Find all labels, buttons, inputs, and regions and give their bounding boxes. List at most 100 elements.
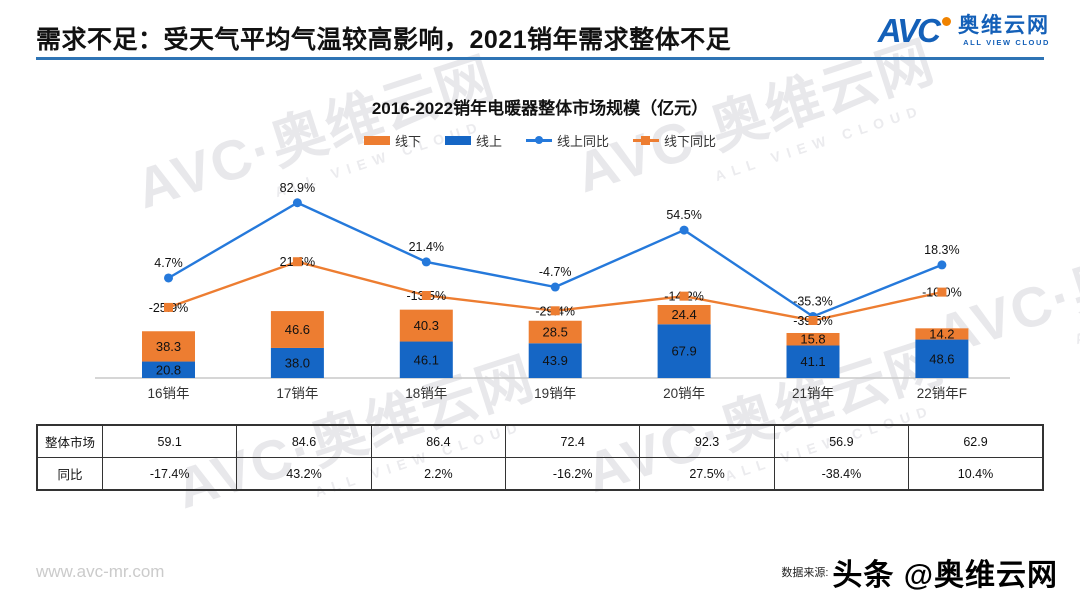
- table-cell: -16.2%: [505, 457, 641, 491]
- legend-label: 线上同比: [557, 134, 610, 149]
- bar-segment-online: [142, 361, 195, 378]
- bar-value-offline: 28.5: [543, 325, 568, 340]
- bar-segment-offline: [657, 304, 711, 325]
- legend-swatch: [633, 136, 660, 146]
- square-marker-icon: [808, 315, 818, 325]
- bar-segment-offline: [528, 320, 582, 344]
- table-cell: -17.4%: [101, 457, 238, 491]
- table-cell: 86.4: [370, 424, 507, 458]
- bar-segment-online: [399, 341, 453, 378]
- square-marker-icon: [421, 290, 431, 300]
- bar-segment-online: [270, 347, 324, 378]
- square-marker-icon: [550, 306, 560, 316]
- yoy-value-label: -4.7%: [539, 265, 572, 279]
- category-label: 20销年: [663, 386, 705, 401]
- bar-value-offline: 15.8: [800, 332, 825, 347]
- yoy-value-label: 21.4%: [409, 240, 444, 254]
- circle-marker-icon: [937, 260, 947, 270]
- table-row-label: 整体市场: [36, 424, 103, 458]
- legend-swatch: [444, 136, 471, 145]
- category-label: 16销年: [147, 386, 189, 401]
- bar-segment-offline: [142, 331, 195, 362]
- yoy-value-label: 82.9%: [280, 181, 315, 195]
- table-cell: 43.2%: [236, 457, 372, 491]
- table-cell: 27.5%: [639, 457, 775, 491]
- table-cell: 10.4%: [908, 457, 1044, 491]
- bar-value-offline: 24.4: [671, 307, 696, 322]
- chart-title: 2016-2022销年电暖器整体市场规模（亿元）: [371, 99, 709, 118]
- square-marker-icon: [641, 136, 651, 146]
- table-row: 同比 -17.4% 43.2% 2.2% -16.2% 27.5% -38.4% 10.4%: [36, 457, 1044, 491]
- legend-swatch: [526, 136, 552, 145]
- logo-dot-icon: [942, 17, 951, 26]
- data-source-label: 数据来源:: [781, 567, 829, 579]
- data-source: 数据来源: 头条 @奥维云网: [781, 550, 1058, 594]
- bar-value-online: 41.1: [800, 354, 825, 369]
- square-marker-icon: [937, 287, 947, 297]
- square-marker-icon: [679, 291, 689, 301]
- circle-marker-icon: [164, 273, 173, 283]
- title-underline: [36, 57, 1044, 60]
- bar-segment-online: [786, 345, 840, 378]
- legend-label: 线下同比: [664, 134, 717, 149]
- bar-value-online: 43.9: [543, 353, 568, 368]
- circle-marker-icon: [679, 225, 689, 235]
- table-cell: 62.9: [908, 424, 1044, 458]
- table-cell: 92.3: [639, 424, 775, 458]
- category-label: 22销年F: [917, 386, 967, 401]
- table-cell: 59.1: [101, 424, 238, 458]
- bar-value-offline: 40.3: [414, 318, 439, 333]
- bar-value-offline: 38.3: [156, 339, 181, 354]
- logo-company-name: 奥维云网: [958, 14, 1050, 38]
- legend-item: 线上同比: [526, 131, 609, 150]
- legend-swatch: [363, 136, 390, 145]
- bar-value-online: 38.0: [285, 355, 310, 370]
- yoy-value-label: -35.3%: [793, 294, 833, 308]
- avc-logo: AVC 奥维云网 ALL VIEW CLOUD: [878, 14, 1050, 47]
- table-cell: -38.4%: [773, 457, 910, 491]
- page-title: 需求不足：受天气平均气温较高影响，2021销年需求整体不足: [36, 26, 732, 54]
- bar-segment-online: [915, 339, 969, 378]
- category-label: 17销年: [276, 386, 318, 401]
- legend-label: 线下: [394, 134, 421, 149]
- legend-label: 线上: [475, 134, 502, 149]
- circle-marker-icon: [421, 257, 431, 267]
- bar-value-online: 20.8: [156, 362, 181, 377]
- yoy-value-label: 54.5%: [666, 208, 701, 222]
- combo-chart: 20.8 38.3 16销年 38.0 46.6 17销年 46.1 40.3 18销年 43.9…: [95, 181, 1010, 401]
- avc-wordmark: AVC: [877, 12, 941, 49]
- category-label: 21销年: [792, 386, 834, 401]
- logo-tagline: ALL VIEW CLOUD: [963, 37, 1050, 47]
- square-marker-icon: [164, 302, 173, 312]
- bar-segment-offline: [915, 328, 969, 340]
- table-cell: 56.9: [773, 424, 910, 458]
- yoy-value-label: 4.7%: [154, 256, 183, 270]
- bar-segment-offline: [786, 332, 840, 346]
- category-label: 19销年: [534, 386, 576, 401]
- category-label: 18销年: [405, 386, 447, 401]
- circle-marker-icon: [535, 136, 543, 145]
- bar-segment-offline: [399, 309, 453, 342]
- bar-value-online: 46.1: [414, 352, 439, 367]
- legend-item: 线下同比: [633, 131, 716, 150]
- legend-item: 线下: [363, 131, 421, 150]
- summary-table: 整体市场 59.1 84.6 86.4 72.4 92.3 56.9 62.9 同比 -17.4%…: [36, 424, 1044, 491]
- table-cell: 72.4: [505, 424, 641, 458]
- square-marker-icon: [292, 257, 302, 267]
- table-cell: 84.6: [236, 424, 372, 458]
- bar-value-online: 67.9: [671, 344, 696, 359]
- circle-marker-icon: [550, 282, 560, 292]
- table-row-label: 同比: [36, 457, 103, 491]
- circle-marker-icon: [292, 198, 302, 208]
- bar-value-online: 48.6: [929, 351, 954, 366]
- website-url: www.avc-mr.com: [36, 562, 165, 581]
- bar-value-offline: 14.2: [929, 326, 954, 341]
- bar-segment-online: [657, 324, 711, 378]
- table-row: 整体市场 59.1 84.6 86.4 72.4 92.3 56.9 62.9: [36, 424, 1044, 458]
- yoy-value-label: 18.3%: [924, 243, 959, 257]
- legend-item: 线上: [444, 131, 502, 150]
- table-cell: 2.2%: [370, 457, 507, 491]
- chart-legend: 线下 线上 线上同比 线下同比: [0, 131, 1080, 150]
- bar-value-offline: 46.6: [285, 322, 310, 337]
